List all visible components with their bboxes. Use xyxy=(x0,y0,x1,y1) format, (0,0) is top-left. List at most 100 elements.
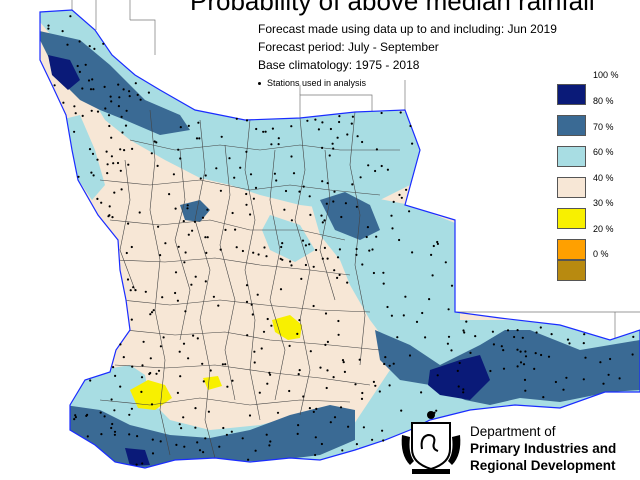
station-dot xyxy=(321,121,324,124)
station-dot xyxy=(290,155,293,158)
station-dot xyxy=(157,369,161,372)
station-dot xyxy=(296,332,299,335)
region-70-nw xyxy=(40,30,190,135)
station-dot xyxy=(174,291,177,295)
station-dot xyxy=(264,130,267,133)
station-dot xyxy=(296,432,299,435)
station-dot xyxy=(198,449,202,452)
station-dot xyxy=(321,221,324,224)
station-dot xyxy=(280,245,283,249)
station-dot xyxy=(202,451,205,454)
station-dot xyxy=(249,173,253,176)
station-dot xyxy=(255,127,258,131)
legend-label-30: 30 % xyxy=(593,198,614,208)
station-dot xyxy=(219,189,222,192)
station-dot xyxy=(609,357,612,361)
legend-swatch-60 xyxy=(557,146,586,167)
station-dot xyxy=(568,342,571,345)
station-dot xyxy=(312,304,315,308)
station-dot xyxy=(388,384,391,387)
station-dot xyxy=(382,271,385,274)
legend-swatch-30 xyxy=(557,208,586,229)
station-dot xyxy=(523,378,527,381)
legend-swatch-40 xyxy=(557,177,586,198)
station-dot xyxy=(265,433,268,436)
station-dot xyxy=(174,207,177,210)
station-dot xyxy=(159,440,162,443)
station-dot xyxy=(432,244,435,248)
station-dot xyxy=(332,147,335,150)
legend-swatch-0 xyxy=(557,260,586,281)
station-dot xyxy=(277,143,280,146)
station-dot xyxy=(141,364,144,367)
station-dot xyxy=(176,391,179,394)
station-dot xyxy=(338,248,341,251)
station-dot xyxy=(228,157,231,160)
station-dot xyxy=(333,416,337,419)
station-dot xyxy=(302,395,305,398)
station-dot xyxy=(233,176,236,179)
station-dot xyxy=(262,130,265,133)
station-dot xyxy=(339,406,343,409)
station-dot xyxy=(535,331,538,334)
station-dot xyxy=(332,376,335,379)
station-dot xyxy=(565,376,568,379)
station-dot xyxy=(361,140,364,144)
station-dot xyxy=(276,411,280,414)
station-dot xyxy=(62,101,65,104)
station-dots xyxy=(47,15,635,466)
station-dot xyxy=(317,128,320,131)
station-dot xyxy=(105,150,108,153)
station-dot xyxy=(371,438,374,441)
station-dot xyxy=(130,245,133,249)
station-dot xyxy=(186,207,189,210)
station-dot xyxy=(388,364,391,367)
department-crest-icon xyxy=(401,411,461,474)
station-dot xyxy=(582,378,585,381)
station-dot xyxy=(502,349,505,352)
station-dot xyxy=(519,361,523,364)
station-dot xyxy=(162,336,165,339)
station-dot xyxy=(355,205,358,208)
station-dot xyxy=(584,356,587,359)
station-dot xyxy=(380,111,383,115)
station-dot xyxy=(114,374,117,377)
region-40-central xyxy=(272,315,302,340)
legend-label-70: 70 % xyxy=(593,122,614,132)
station-dot xyxy=(372,380,375,383)
station-dot xyxy=(201,216,205,219)
forecast-period-text: Forecast period: July - September xyxy=(258,40,439,54)
station-dot xyxy=(436,240,439,244)
department-line1: Department of xyxy=(470,424,556,439)
station-dot xyxy=(524,350,527,353)
station-dot xyxy=(119,148,122,151)
station-dot xyxy=(245,192,248,196)
station-dot xyxy=(474,335,477,338)
station-dot xyxy=(191,229,194,232)
station-dot xyxy=(179,126,182,129)
station-dot xyxy=(81,114,84,117)
station-dot xyxy=(231,211,234,215)
station-dot xyxy=(248,414,252,417)
station-dot xyxy=(347,425,350,428)
station-dot xyxy=(359,176,362,179)
station-dot xyxy=(408,354,412,357)
station-dot xyxy=(91,78,94,81)
station-dot xyxy=(235,246,238,249)
station-dot xyxy=(566,338,570,341)
station-dot xyxy=(86,435,89,438)
station-dot xyxy=(343,370,346,373)
station-dot xyxy=(110,426,113,430)
station-dot xyxy=(187,357,190,360)
region-80-sw xyxy=(125,448,150,466)
station-dot xyxy=(225,433,228,436)
station-dot xyxy=(140,376,144,379)
station-dot xyxy=(262,330,266,333)
station-dot xyxy=(47,27,50,30)
station-dot xyxy=(231,379,234,382)
station-dot xyxy=(217,304,220,307)
station-dot xyxy=(224,363,227,366)
station-dot xyxy=(130,318,133,321)
station-dot xyxy=(90,109,93,112)
